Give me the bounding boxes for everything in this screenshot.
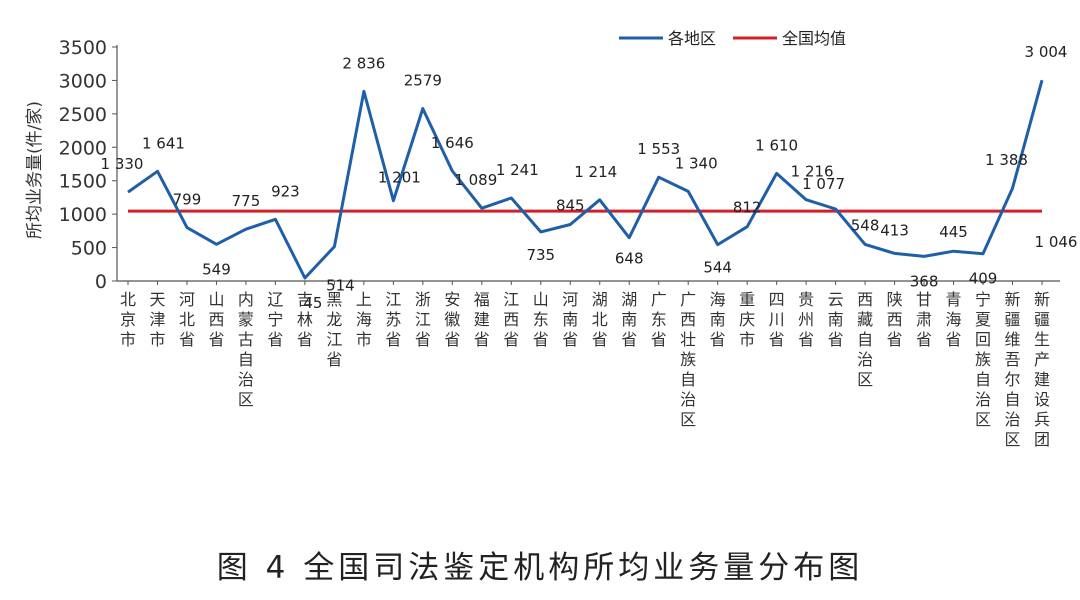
x-tick-label: 上海市 <box>356 290 372 349</box>
regions-line <box>127 79 1044 280</box>
x-ticks: 北京市天津市河北省山西省内蒙古自治区辽宁省吉林省黑龙江省上海市江苏省浙江省安徽省… <box>120 281 1050 449</box>
y-tick-label: 1000 <box>59 204 107 226</box>
x-tick-label: 河南省 <box>562 290 578 349</box>
y-tick-label: 3000 <box>59 70 107 92</box>
x-tick-label: 海南省 <box>710 290 726 349</box>
y-axis-label: 所均业务量(件/家) <box>25 101 45 239</box>
series-line-regions <box>127 79 1044 280</box>
x-tick-label: 四川省 <box>769 290 785 349</box>
figure-caption: 图 4 全国司法鉴定机构所均业务量分布图 <box>216 550 864 586</box>
x-tick-label: 广西壮族自治区 <box>680 290 696 429</box>
y-tick-label: 0 <box>95 271 107 293</box>
x-tick-label: 西藏自治区 <box>857 290 873 389</box>
data-label: 1 089 <box>454 171 497 189</box>
data-label: 735 <box>526 246 555 264</box>
data-label: 1 216 <box>791 163 834 181</box>
data-label: 1 610 <box>755 136 798 154</box>
x-tick-label: 江西省 <box>503 290 519 349</box>
x-tick-label: 甘肃省 <box>916 290 932 349</box>
data-label: 549 <box>202 260 231 278</box>
data-label: 1 330 <box>101 155 144 173</box>
x-tick-label: 浙江省 <box>415 290 431 349</box>
data-label: 413 <box>880 221 909 239</box>
x-tick-label: 福建省 <box>474 290 490 349</box>
x-tick-label: 新疆生产建设兵团 <box>1034 290 1050 449</box>
data-label: 1 553 <box>637 140 680 158</box>
data-label: 368 <box>910 272 939 290</box>
y-tick-label: 3500 <box>59 37 107 59</box>
data-label: 923 <box>271 182 300 200</box>
data-label: 544 <box>703 259 732 277</box>
x-tick-label: 江苏省 <box>385 290 401 349</box>
data-label: 1 646 <box>431 134 474 152</box>
data-label: 1 214 <box>574 163 617 181</box>
data-label: 2579 <box>404 72 442 90</box>
axes <box>116 45 1060 282</box>
data-label: 409 <box>969 270 998 288</box>
x-tick-label: 黑龙江省 <box>326 290 342 369</box>
data-label: 1 077 <box>802 175 845 193</box>
legend-label-regions: 各地区 <box>668 29 716 48</box>
x-tick-label: 云南省 <box>828 290 844 349</box>
data-label: 514 <box>326 277 355 295</box>
y-tick-label: 1500 <box>59 171 107 193</box>
x-tick-label: 湖南省 <box>621 290 637 349</box>
data-label: 812 <box>733 199 762 217</box>
x-tick-label: 河北省 <box>179 290 195 349</box>
data-label: 3 004 <box>1025 43 1068 61</box>
data-label: 845 <box>556 197 585 215</box>
average-data-label: 1 046 <box>1035 233 1078 251</box>
data-label: 45 <box>303 294 322 312</box>
data-label: 1 340 <box>675 154 718 172</box>
x-tick-label: 广东省 <box>651 290 667 349</box>
data-label: 799 <box>173 191 202 209</box>
data-label: 2 836 <box>342 54 385 72</box>
x-tick-label: 吉林省 <box>297 290 313 349</box>
x-tick-label: 安徽省 <box>444 290 460 349</box>
y-tick-label: 500 <box>71 238 107 260</box>
data-label: 1 641 <box>142 134 185 152</box>
legend-label-national-average: 全国均值 <box>782 29 846 48</box>
x-tick-label: 青海省 <box>946 290 962 349</box>
x-tick-label: 山西省 <box>208 290 224 349</box>
y-tick-label: 2000 <box>59 137 107 159</box>
line-chart: 0 500 1000 1500 2000 2500 3000 3500 北京市天津市河北省山西… <box>25 29 1078 449</box>
data-label: 1 241 <box>496 161 539 179</box>
x-tick-label: 陕西省 <box>887 290 903 349</box>
x-tick-label: 湖北省 <box>592 290 608 349</box>
x-tick-label: 山东省 <box>533 290 549 349</box>
x-tick-label: 辽宁省 <box>267 290 283 349</box>
data-label: 1 388 <box>985 151 1028 169</box>
x-tick-label: 内蒙古自治区 <box>238 290 254 409</box>
legend: 各地区 全国均值 <box>619 29 846 48</box>
x-tick-label: 宁夏回族自治区 <box>975 290 991 429</box>
data-label: 1 201 <box>378 169 421 187</box>
data-label: 548 <box>851 216 880 234</box>
x-tick-label: 重庆市 <box>739 290 755 349</box>
data-label: 648 <box>615 250 644 268</box>
x-tick-label: 北京市 <box>120 290 136 349</box>
data-label: 445 <box>939 223 968 241</box>
x-tick-label: 新疆维吾尔自治区 <box>1005 290 1021 449</box>
x-tick-label: 贵州省 <box>798 290 814 349</box>
y-ticks: 0 500 1000 1500 2000 2500 3000 3500 <box>59 37 117 293</box>
y-tick-label: 2500 <box>59 104 107 126</box>
x-tick-label: 天津市 <box>149 290 165 349</box>
data-label: 775 <box>232 192 261 210</box>
